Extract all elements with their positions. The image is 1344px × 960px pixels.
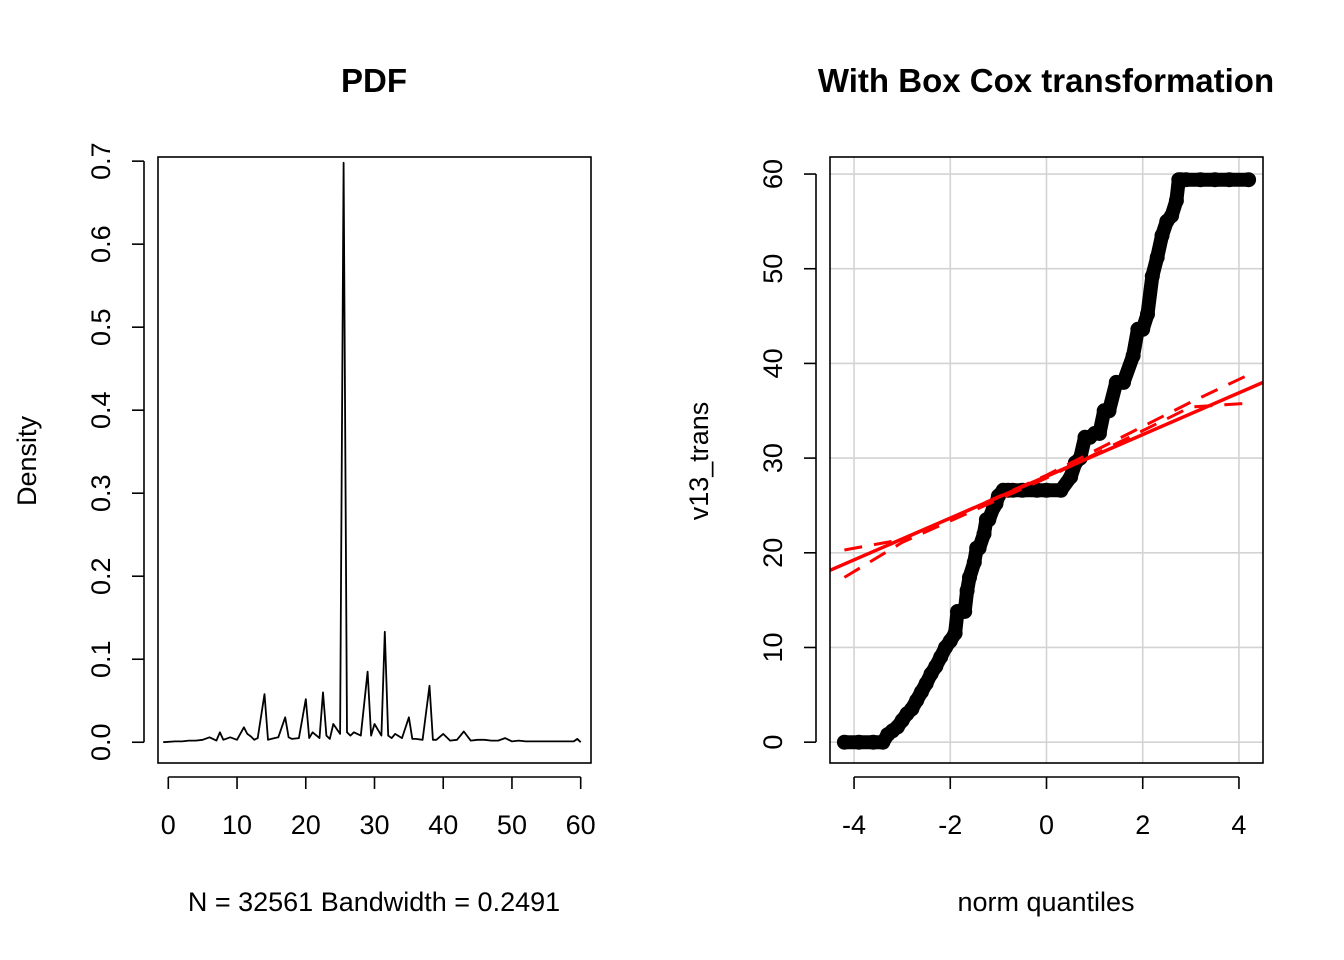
qq-point <box>1053 482 1069 498</box>
density-x-tick-label: 0 <box>161 810 176 840</box>
qq-x-tick-label: 4 <box>1231 810 1246 840</box>
qq-point <box>1063 469 1079 485</box>
qq-point <box>1154 228 1170 244</box>
qq-y-label: v13_trans <box>684 402 714 521</box>
qq-point <box>851 734 867 750</box>
qq-point <box>836 734 852 750</box>
qq-plot-frame <box>829 156 1264 764</box>
qq-point <box>962 569 977 585</box>
qq-point <box>1140 306 1155 322</box>
density-x-label: N = 32561 Bandwidth = 0.2491 <box>188 887 560 917</box>
qq-y-tick-label: 30 <box>758 443 788 473</box>
density-x-tick-label: 20 <box>291 810 321 840</box>
density-marks <box>163 161 582 744</box>
qq-point <box>1207 172 1223 188</box>
qq-point <box>959 583 975 599</box>
qq-point <box>1091 426 1107 441</box>
density-y-tick-label: 0.2 <box>86 557 116 595</box>
density-y-tick-label: 0.3 <box>86 474 116 512</box>
qq-x-label: norm quantiles <box>957 887 1134 917</box>
density-y-tick-label: 0.1 <box>86 640 116 678</box>
density-panel: PDF N = 32561 Bandwidth = 0.2491 Density… <box>12 62 596 917</box>
qq-point <box>1125 348 1141 364</box>
qq-point <box>971 540 987 556</box>
density-x-tick-label: 30 <box>359 810 389 840</box>
qq-point <box>947 625 963 641</box>
density-x-tick-label: 40 <box>428 810 458 840</box>
qq-y-tick-label: 40 <box>758 348 788 378</box>
qq-y-tick-label: 10 <box>758 632 788 662</box>
qq-point <box>1241 172 1257 188</box>
qq-point <box>966 554 982 570</box>
qq-x-tick-label: 2 <box>1135 810 1150 840</box>
qq-point <box>976 526 992 542</box>
qq-confidence-band <box>843 401 1249 579</box>
qq-point <box>1101 403 1117 419</box>
qq-x-tick-label: -2 <box>938 810 962 840</box>
density-x-tick-label: 50 <box>497 810 527 840</box>
qq-point <box>981 512 997 528</box>
qq-y-tick-label: 0 <box>758 735 788 750</box>
density-y-label: Density <box>12 415 42 506</box>
qq-y-tick-label: 60 <box>758 159 788 189</box>
qq-point <box>1116 374 1131 390</box>
qq-y-tick-label: 50 <box>758 254 788 284</box>
qq-point <box>1168 193 1184 209</box>
qq-point <box>1164 208 1180 224</box>
density-y-tick-label: 0.5 <box>86 308 116 346</box>
qq-point <box>1149 249 1165 265</box>
qq-x-tick-label: -4 <box>842 810 866 840</box>
density-plot-frame <box>157 156 592 764</box>
qq-point <box>1178 172 1194 188</box>
density-x-tick-label: 10 <box>222 810 252 840</box>
density-y-tick-label: 0.7 <box>86 142 116 180</box>
density-curve <box>163 161 582 744</box>
qq-title: With Box Cox transformation <box>818 62 1274 99</box>
density-y-tick-label: 0.4 <box>86 391 116 429</box>
qq-marks <box>829 172 1264 750</box>
density-x-tick-label: 60 <box>566 810 596 840</box>
qq-point <box>1221 172 1237 188</box>
qq-x-tick-label: 0 <box>1039 810 1054 840</box>
qq-y-tick-label: 20 <box>758 538 788 568</box>
density-title: PDF <box>341 62 407 99</box>
density-y-tick-label: 0.0 <box>86 723 116 761</box>
qq-point <box>1144 268 1160 284</box>
qq-confidence-band <box>844 373 1250 552</box>
qq-point <box>957 604 973 619</box>
density-axes: 0 10 20 30 40 50 60 0.0 0.1 0.2 0.3 0.4 0.5 0.6 0.7 <box>86 142 596 840</box>
qq-point <box>1193 172 1208 188</box>
qq-point <box>1135 321 1151 337</box>
qq-panel: With Box Cox transformation norm quantil… <box>684 62 1274 917</box>
qq-point <box>1039 482 1054 498</box>
qq-grid <box>830 157 1263 763</box>
density-y-tick-label: 0.6 <box>86 225 116 263</box>
